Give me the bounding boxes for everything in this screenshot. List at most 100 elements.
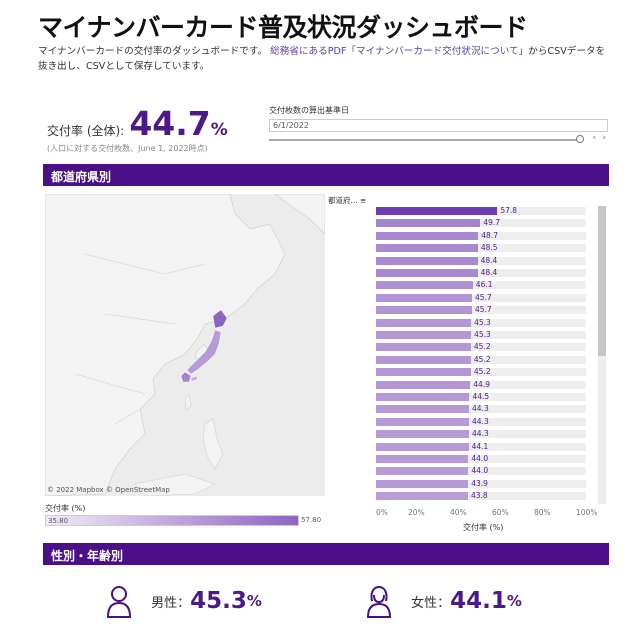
- chart-scroll-thumb[interactable]: [598, 206, 606, 356]
- description-text-suffix: からCSVデータを抜き出し、CSVとして保存しています。: [38, 46, 606, 72]
- bar-row[interactable]: 島根県44.0: [376, 466, 596, 476]
- x-axis-tick-label: 0%: [376, 508, 388, 517]
- female-person-icon: [366, 585, 392, 618]
- x-axis-tick-label: 80%: [534, 508, 551, 517]
- female-rate-unit: %: [506, 592, 522, 610]
- date-filter: 交付枚数の算出基準日 6/1/2022 ‹ ›: [269, 105, 608, 145]
- bar[interactable]: [376, 492, 468, 501]
- bar-track: [376, 430, 586, 439]
- bar[interactable]: [376, 318, 472, 327]
- bar-row[interactable]: 福井県44.3: [376, 404, 596, 414]
- bar[interactable]: [376, 231, 479, 240]
- bar[interactable]: [376, 244, 478, 253]
- bar-row[interactable]: 大阪府45.7: [376, 293, 596, 303]
- bar[interactable]: [376, 467, 469, 476]
- bar-row[interactable]: 東京都48.4: [376, 268, 596, 278]
- prefecture-bar-chart: 都道府... ≡ 宮崎県57.8 兵庫県49.7 奈良県48.7 滋賀県48.5 神奈川…: [326, 194, 610, 534]
- bar[interactable]: [376, 269, 478, 277]
- bar[interactable]: [376, 293, 472, 302]
- bar-value-label: 43.8: [470, 491, 488, 501]
- bar[interactable]: [376, 368, 471, 377]
- overall-rate-note: (人口に対する交付枚数、June 1, 2022時点): [47, 144, 208, 153]
- bar-value-label: 49.7: [483, 218, 501, 228]
- bar[interactable]: [376, 331, 472, 339]
- prev-date-icon[interactable]: ‹: [592, 133, 596, 143]
- bar-row[interactable]: 奈良県48.7: [376, 231, 596, 241]
- bar-row[interactable]: 大分県44.3: [376, 417, 596, 427]
- bar-value-label: 44.3: [472, 404, 489, 414]
- bar-value-label: 48.4: [480, 255, 498, 265]
- section-header-prefecture: 都道府県別: [43, 164, 609, 186]
- bar-value-label: 44.5: [472, 392, 490, 401]
- date-slider-track: [269, 139, 578, 141]
- x-axis-tick-label: 20%: [408, 508, 425, 517]
- bar[interactable]: [376, 207, 498, 215]
- bar-track: [376, 293, 586, 302]
- bar-row[interactable]: 神奈川県48.4: [376, 256, 596, 266]
- female-rate-value: 44.1: [450, 588, 507, 614]
- bar-row[interactable]: 京都府44.9: [376, 380, 596, 390]
- bar[interactable]: [376, 455, 469, 463]
- page-description: マイナンバーカードの交付率のダッシュボードです。 総務省にあるPDF「マイナンバ…: [38, 44, 610, 74]
- bar-chart-area[interactable]: 宮崎県57.8 兵庫県49.7 奈良県48.7 滋賀県48.5 神奈川県48.4 東京都4…: [376, 206, 596, 504]
- bar-row[interactable]: 千葉県45.7: [376, 305, 596, 315]
- bar-row[interactable]: 兵庫県49.7: [376, 218, 596, 228]
- bar-row[interactable]: 福岡県45.2: [376, 355, 596, 365]
- bar-value-label: 44.1: [471, 441, 489, 451]
- map-legend-min: 35.80: [48, 517, 69, 525]
- bar-value-label: 44.3: [472, 416, 489, 426]
- date-slider-handle[interactable]: [576, 135, 584, 143]
- bar[interactable]: [376, 430, 470, 439]
- bar-track: [376, 455, 586, 463]
- bar-row[interactable]: 佐賀県44.3: [376, 429, 596, 439]
- bar[interactable]: [376, 355, 471, 364]
- x-axis-tick-label: 40%: [450, 508, 467, 517]
- bar-row[interactable]: 三重県44.1: [376, 442, 596, 452]
- bar[interactable]: [376, 393, 470, 401]
- bar-row[interactable]: 静岡県45.2: [376, 342, 596, 352]
- bar-track: [376, 269, 586, 277]
- date-slider[interactable]: ‹ ›: [269, 133, 608, 145]
- bar-row[interactable]: 山口県46.1: [376, 280, 596, 290]
- bar-row[interactable]: 広島県45.3: [376, 318, 596, 328]
- bar-row[interactable]: 愛媛県44.0: [376, 454, 596, 464]
- bar-row[interactable]: 熊本県43.9: [376, 479, 596, 489]
- bar-row[interactable]: 宮崎県57.8: [376, 206, 596, 216]
- bar-track: [376, 492, 586, 501]
- section-title-gender-age: 性別・年齢別: [51, 549, 124, 563]
- bar-row[interactable]: 香川県43.8: [376, 491, 596, 501]
- chart-scrollbar[interactable]: [598, 206, 606, 504]
- next-date-icon[interactable]: ›: [602, 133, 606, 143]
- bar[interactable]: [376, 417, 470, 426]
- x-axis-title: 交付率 (%): [463, 523, 504, 532]
- bar-row[interactable]: 滋賀県48.5: [376, 243, 596, 253]
- source-pdf-link[interactable]: 総務省にあるPDF「マイナンバーカード交付状況について」: [270, 46, 529, 57]
- bar[interactable]: [376, 306, 472, 315]
- bar[interactable]: [376, 479, 469, 488]
- female-rate-kpi: 女性：44.1%: [366, 584, 522, 618]
- bar[interactable]: [376, 256, 478, 265]
- chart-category-header[interactable]: 都道府...: [328, 196, 358, 205]
- overall-rate-unit: %: [210, 120, 228, 140]
- bar-row[interactable]: 石川県45.2: [376, 367, 596, 377]
- map-credit[interactable]: © 2022 Mapbox © OpenStreetMap: [47, 486, 170, 494]
- chart-sort-header[interactable]: 都道府... ≡: [328, 195, 366, 206]
- bar-row[interactable]: 富山県45.3: [376, 330, 596, 340]
- bar[interactable]: [376, 281, 473, 290]
- prefecture-map[interactable]: © 2022 Mapbox © OpenStreetMap: [45, 194, 325, 496]
- bar-row[interactable]: 愛知県44.5: [376, 392, 596, 402]
- bar-track: [376, 219, 586, 228]
- bar[interactable]: [376, 343, 471, 352]
- overall-rate-label: 交付率 (全体):: [47, 124, 125, 138]
- bar-value-label: 57.8: [500, 206, 518, 215]
- date-filter-input[interactable]: 6/1/2022: [269, 119, 608, 132]
- bar-value-label: 48.7: [481, 230, 498, 240]
- bar-track: [376, 318, 586, 327]
- bar[interactable]: [376, 219, 481, 228]
- bar[interactable]: [376, 380, 471, 389]
- bar[interactable]: [376, 405, 470, 414]
- bar-value-label: 45.2: [473, 354, 491, 364]
- bar[interactable]: [376, 442, 469, 451]
- sort-icon[interactable]: ≡: [360, 196, 367, 205]
- male-rate-label: 男性：: [151, 595, 191, 611]
